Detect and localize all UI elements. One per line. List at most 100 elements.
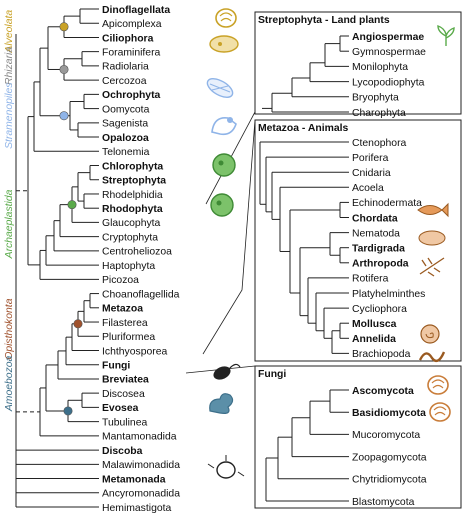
- taxon-label-chordata: Chordata: [352, 213, 398, 224]
- panel-boxes: [185, 11, 462, 509]
- icon-shape: [418, 230, 446, 246]
- panel-box-fungi: [254, 365, 462, 509]
- taxon-label-evosea: Evosea: [102, 403, 139, 414]
- taxon-label-ctenophora: Ctenophora: [352, 138, 407, 149]
- amoeba-icon: [209, 393, 234, 414]
- taxon-label-choanoflagellida: Choanoflagellida: [102, 289, 180, 300]
- taxon-label-mucoromycota: Mucoromycota: [352, 430, 420, 441]
- taxon-label-breviatea: Breviatea: [102, 375, 149, 386]
- taxon-label-angiospermae: Angiospermae: [352, 32, 424, 43]
- callout-line: [202, 119, 256, 355]
- icon-shape: [213, 366, 231, 380]
- taxon-label-picozoa: Picozoa: [102, 275, 139, 286]
- taxon-label-lycopodiophyta: Lycopodiophyta: [352, 77, 425, 88]
- taxon-label-metazoa: Metazoa: [102, 304, 143, 315]
- taxon-label-rhodelphidia: Rhodelphidia: [102, 190, 163, 201]
- panel-title: Metazoa - Animals: [258, 123, 348, 134]
- taxon-label-monilophyta: Monilophyta: [352, 62, 408, 73]
- taxon-label-charophyta: Charophyta: [352, 108, 406, 119]
- node-marker: [59, 22, 69, 32]
- taxon-label-tubulinea: Tubulinea: [102, 417, 147, 428]
- supergroup-label-amoebozoa: Amoebozoa: [4, 355, 15, 412]
- taxon-label-apicomplexa: Apicomplexa: [102, 19, 162, 30]
- taxon-label-centroheliozoa: Centroheliozoa: [102, 247, 172, 258]
- taxon-label-ochrophyta: Ochrophyta: [102, 90, 161, 101]
- icon-detail: [216, 200, 222, 206]
- taxon-label-gymnospermae: Gymnospermae: [352, 47, 426, 58]
- taxon-label-bryophyta: Bryophyta: [352, 93, 399, 104]
- taxon-label-zoopagomycota: Zoopagomycota: [352, 452, 427, 463]
- arthropod-icon: [419, 257, 445, 277]
- taxon-label-sagenista: Sagenista: [102, 119, 148, 130]
- node-marker: [63, 406, 73, 416]
- fish-icon: [417, 202, 449, 218]
- taxon-label-brachiopoda: Brachiopoda: [352, 349, 411, 360]
- panel-titles: Streptophyta - Land plants Metazoa - Anim…: [258, 15, 390, 380]
- flagellate-icon: [213, 363, 241, 380]
- icon-shape: [216, 461, 236, 479]
- taxon-label-opalozoa: Opalozoa: [102, 133, 149, 144]
- icon-shape: [437, 25, 455, 46]
- icon-shape: [419, 257, 445, 277]
- taxon-label-chytridiomycota: Chytridiomycota: [352, 475, 427, 486]
- icon-detail: [218, 160, 224, 166]
- red-alga-icon: [210, 193, 234, 217]
- taxon-label-mollusca: Mollusca: [352, 319, 397, 330]
- mushroom-icon: [427, 375, 449, 395]
- panel-box-streptophyta-land-plants: [254, 11, 462, 115]
- icon-detail: [219, 12, 233, 22]
- protist-cell-icon: [207, 455, 245, 479]
- taxon-label-ascomycota: Ascomycota: [352, 386, 414, 397]
- taxon-label-telonemia: Telonemia: [102, 147, 150, 158]
- taxon-label-ancyromonadida: Ancyromonadida: [102, 489, 180, 500]
- tardigrade-icon: [418, 230, 446, 246]
- taxon-label-tardigrada: Tardigrada: [352, 244, 405, 255]
- panel-box-metazoa-animals: [254, 119, 462, 362]
- icon-detail: [433, 406, 447, 416]
- taxon-label-cycliophora: Cycliophora: [352, 304, 407, 315]
- taxon-label-rotifera: Rotifera: [352, 274, 389, 285]
- taxon-label-porifera: Porifera: [352, 153, 389, 164]
- worm-icon: [418, 351, 446, 363]
- taxon-label-discoba: Discoba: [102, 446, 143, 457]
- taxon-label-mantamonadida: Mantamonadida: [102, 432, 177, 443]
- fungal-fruiting-body-icon: [429, 402, 451, 422]
- taxon-label-ciliophora: Ciliophora: [102, 33, 154, 44]
- icon-shape: [212, 153, 236, 177]
- taxon-label-discosea: Discosea: [102, 389, 145, 400]
- icon-detail: [431, 379, 445, 389]
- radiolarian-icon: [206, 78, 234, 98]
- taxon-label-malawimonadida: Malawimonadida: [102, 460, 180, 471]
- taxon-label-streptophyta: Streptophyta: [102, 176, 166, 187]
- taxon-label-ichthyosporea: Ichthyosporea: [102, 346, 167, 357]
- taxon-label-haptophyta: Haptophyta: [102, 261, 155, 272]
- supergroup-label-opisthokonta: Opisthokonta: [4, 298, 15, 359]
- taxon-label-cnidaria: Cnidaria: [352, 168, 391, 179]
- taxon-label-echinodermata: Echinodermata: [352, 198, 422, 209]
- taxon-label-annelida: Annelida: [352, 334, 396, 345]
- icon-detail: [218, 42, 222, 46]
- snail-icon: [420, 324, 440, 344]
- supergroup-label-archaeplastida: Archaeplastida: [4, 189, 15, 259]
- taxon-label-basidiomycota: Basidiomycota: [352, 408, 426, 419]
- supergroup-label-rhizaria: Rhizaria: [4, 47, 15, 85]
- icon-shape: [209, 393, 234, 414]
- taxon-label-radiolaria: Radiolaria: [102, 62, 149, 73]
- icon-detail: [227, 117, 233, 123]
- taxon-label-metamonada: Metamonada: [102, 474, 166, 485]
- leaf-icon: [437, 25, 455, 46]
- node-marker: [59, 111, 69, 121]
- taxon-label-fungi: Fungi: [102, 361, 130, 372]
- dinoflagellate-icon: [215, 8, 237, 28]
- green-alga-icon: [212, 153, 236, 177]
- node-marker: [73, 319, 83, 329]
- taxon-label-hemimastigota: Hemimastigota: [102, 503, 172, 514]
- illustrations: [206, 8, 455, 479]
- taxon-label-filasterea: Filasterea: [102, 318, 148, 329]
- taxon-label-cryptophyta: Cryptophyta: [102, 232, 158, 243]
- node-markers: [59, 22, 83, 416]
- panel-title: Streptophyta - Land plants: [258, 15, 390, 26]
- node-marker: [67, 200, 77, 210]
- taxon-label-platyhelminthes: Platyhelminthes: [352, 289, 425, 300]
